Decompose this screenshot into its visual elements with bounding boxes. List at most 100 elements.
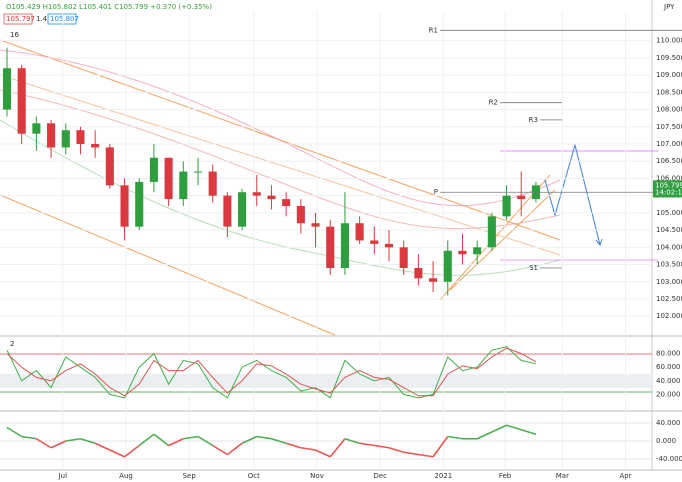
oscillator-line (6, 346, 537, 399)
projection-arrow (595, 238, 603, 247)
y-tick-label: 104.000 (656, 243, 682, 251)
momentum-segment (35, 438, 52, 449)
x-tick-label: 2021 (434, 472, 452, 480)
candle-body (193, 171, 203, 173)
channel-line (0, 74, 561, 256)
candle-body (502, 195, 511, 217)
x-tick-label: Oct (248, 472, 260, 480)
y-tick-label: 103.500 (656, 261, 682, 269)
x-tick-label: Dec (373, 472, 387, 480)
candle-body (429, 278, 438, 282)
x-tick-label: Feb (499, 472, 512, 480)
y-tick-label: 109.000 (656, 71, 682, 79)
x-tick-label: Jul (58, 472, 68, 480)
y-tick-label: 80.000 (656, 350, 681, 358)
momentum-segment (241, 435, 258, 444)
ask[interactable]: 105.807 (50, 15, 79, 23)
y-tick-label: -40.000 (656, 455, 682, 463)
bid-box[interactable] (3, 13, 33, 25)
y-tick-label: 105.000 (656, 209, 682, 217)
pivot-label: R2 (489, 99, 498, 107)
pivot-label: R1 (429, 26, 438, 34)
momentum-segment (315, 449, 331, 458)
candle-body (517, 195, 526, 200)
candle-body (355, 223, 364, 241)
candle-body (443, 250, 452, 282)
countdown: 14:02:17 (655, 188, 682, 196)
momentum-segment (65, 437, 81, 442)
candle-body (61, 130, 70, 148)
candle-body (473, 247, 482, 255)
momentum-segment (344, 437, 360, 445)
y-tick-label: 107.000 (656, 140, 682, 148)
momentum-segment (506, 424, 522, 431)
momentum-segment (256, 435, 272, 440)
candle-body (340, 223, 349, 268)
ohlc-readout: O105.429 H105.802 L105.401 C105.799 +0.3… (6, 3, 212, 11)
bid[interactable]: 105.797 (6, 15, 35, 23)
candle-body (208, 171, 217, 196)
momentum-segment (359, 442, 375, 447)
candle-body (370, 240, 379, 244)
neutral-band (0, 374, 652, 388)
momentum-segment (6, 426, 23, 438)
momentum-segment (109, 449, 125, 458)
y-tick-label: 106.500 (656, 157, 682, 165)
band-mid (0, 89, 561, 230)
candle-body (311, 223, 320, 227)
pane-tag: 16 (10, 31, 19, 39)
y-tick-label: 107.500 (656, 123, 682, 131)
candle-body (32, 123, 41, 134)
y-tick-label: 40.000 (656, 377, 681, 385)
pivot-label: P (434, 188, 438, 196)
candle-body (296, 206, 305, 224)
y-tick-label: 40.000 (656, 419, 681, 427)
momentum-segment (418, 453, 434, 458)
x-tick-label: Nov (310, 472, 324, 480)
y-tick-label: 102.000 (656, 312, 682, 320)
y-tick-label: 20.000 (656, 390, 681, 398)
momentum-segment (168, 438, 184, 447)
band-upper (0, 49, 561, 207)
candle-body (47, 123, 56, 148)
candle-body (76, 130, 85, 144)
momentum-segment (197, 435, 214, 447)
momentum-segment (388, 446, 404, 454)
pane-tag: 2 (10, 340, 14, 348)
candle-body (135, 181, 144, 227)
y-tick-label: 108.000 (656, 106, 682, 114)
momentum-segment (521, 428, 537, 436)
y-tick-label: 60.000 (656, 363, 681, 371)
projection (544, 143, 601, 246)
currency: JPY (663, 3, 675, 11)
momentum-segment (447, 435, 463, 440)
momentum-segment (124, 444, 140, 458)
x-tick-label: Aug (119, 472, 133, 480)
momentum-segment (476, 431, 493, 440)
y-tick-label: 0.000 (656, 437, 676, 445)
candle-body (458, 250, 467, 255)
candle-body (17, 68, 26, 134)
candle-body (414, 268, 423, 279)
pivot-label: R3 (529, 116, 538, 124)
candle-body (238, 192, 247, 227)
candle-body (252, 192, 261, 196)
momentum-segment (21, 435, 37, 440)
momentum-segment (94, 442, 111, 451)
band-lower (0, 119, 561, 276)
momentum-segment (138, 433, 155, 447)
momentum-segment (271, 437, 287, 445)
last-price-tag (653, 180, 682, 198)
candle-body (223, 195, 232, 227)
spread: 1.4 (36, 15, 48, 23)
oscillator-line (6, 347, 537, 397)
momentum-segment (226, 442, 243, 456)
momentum-segment (329, 438, 346, 458)
candle-body (282, 199, 291, 206)
momentum-segment (403, 451, 419, 456)
candle-body (384, 243, 394, 248)
x-tick-label: Apr (619, 472, 631, 480)
candle-body (120, 185, 129, 227)
ask-box[interactable] (47, 13, 77, 25)
